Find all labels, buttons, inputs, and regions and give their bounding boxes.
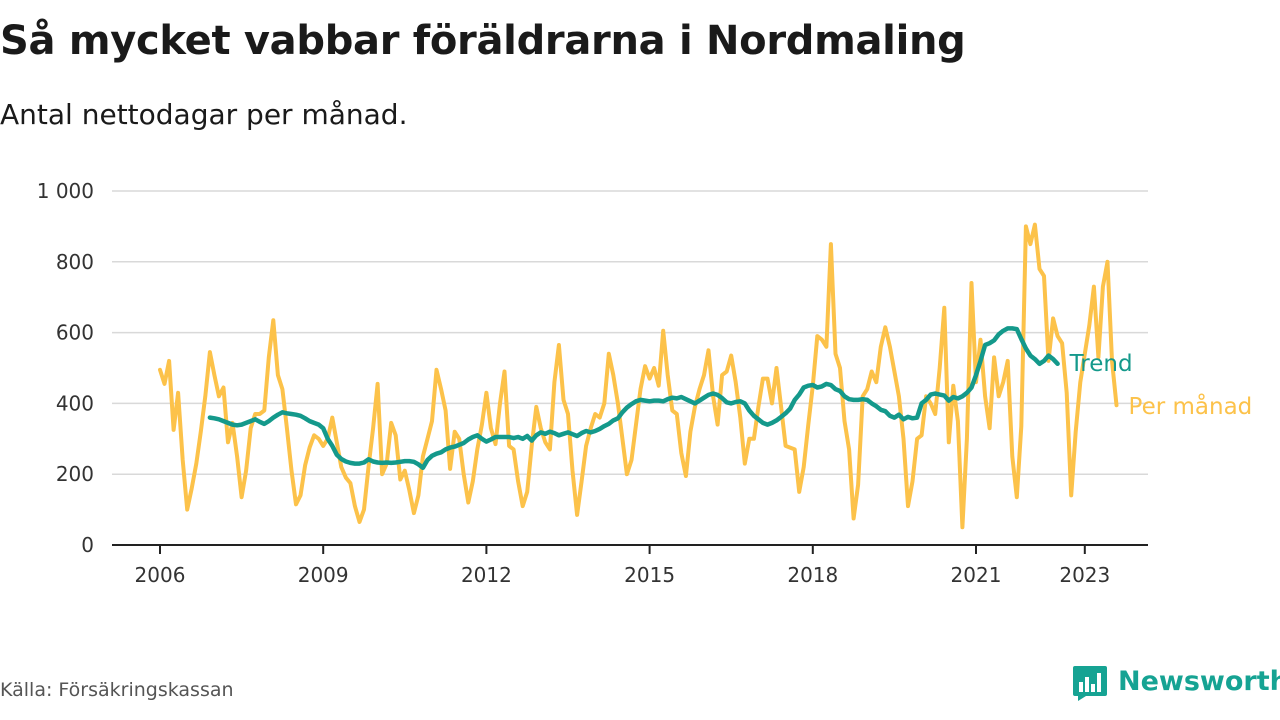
x-tick-label: 2006 — [135, 563, 186, 587]
x-tick-label: 2023 — [1059, 563, 1110, 587]
y-tick-label: 0 — [81, 533, 94, 557]
chart-subtitle: Antal nettodagar per månad. — [0, 98, 408, 131]
brand-name: Newsworthy — [1118, 666, 1280, 697]
y-tick-label: 800 — [56, 250, 94, 274]
series-label-trend: Trend — [1069, 351, 1133, 377]
bar-chart-speech-bubble-icon — [1072, 664, 1108, 702]
x-axis-tick-labels: 2006 2009 2012 2015 2018 2021 2023 — [135, 563, 1111, 587]
x-tick-label: 2009 — [298, 563, 349, 587]
x-tick-label: 2018 — [787, 563, 838, 587]
x-tick-label: 2021 — [951, 563, 1002, 587]
gridlines — [112, 190, 1148, 475]
y-tick-label: 600 — [56, 321, 94, 345]
series-end-labels: Per månad Trend — [1069, 351, 1253, 420]
y-tick-label: 400 — [56, 391, 94, 415]
x-tick-label: 2012 — [461, 563, 512, 587]
series-label-per-month: Per månad — [1129, 392, 1253, 420]
chart-title: Så mycket vabbar föräldrarna i Nordmalin… — [0, 18, 966, 64]
source-note: Källa: Försäkringskassan — [0, 679, 234, 701]
series-line-per-month — [158, 222, 1119, 530]
x-tick-label: 2015 — [624, 563, 675, 587]
x-axis — [112, 544, 1148, 554]
y-tick-label: 1 000 — [37, 179, 94, 203]
y-axis-tick-labels: 0 200 400 600 800 1 000 — [37, 179, 94, 557]
y-tick-label: 200 — [56, 462, 94, 486]
series-lines — [158, 222, 1119, 530]
series-line-trend — [207, 326, 1060, 471]
